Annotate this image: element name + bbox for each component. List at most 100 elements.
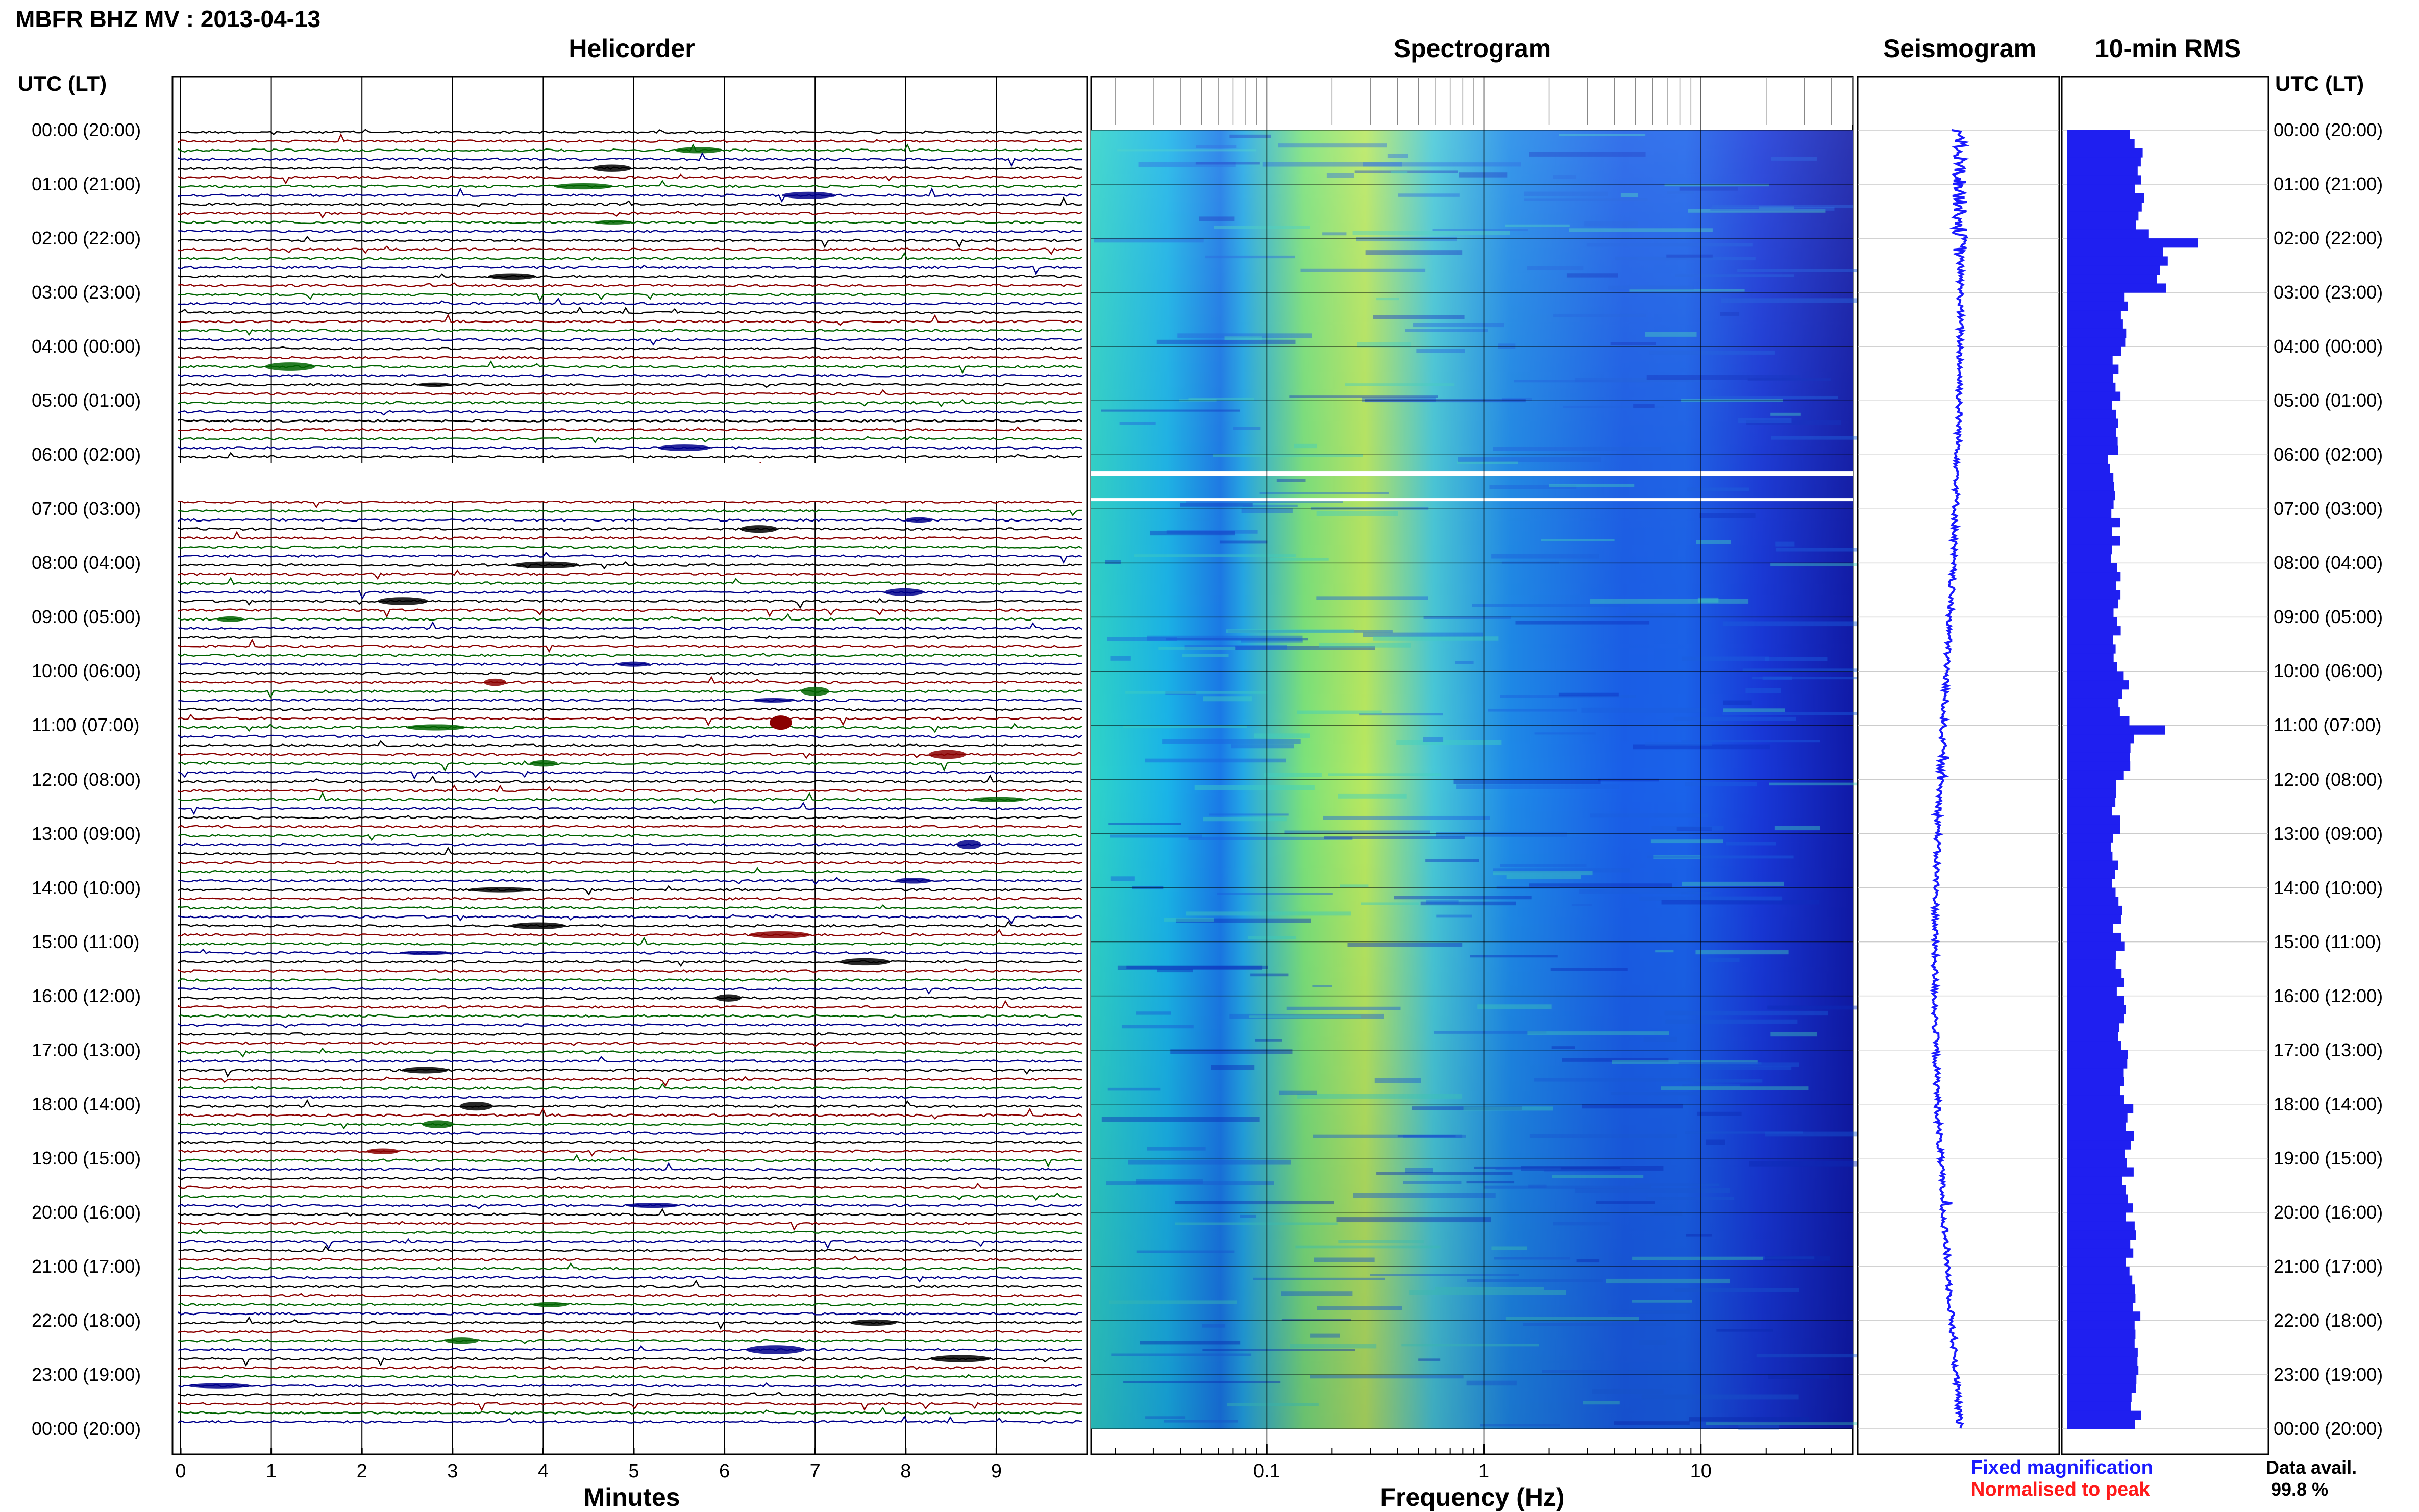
rms-bar	[2067, 969, 2122, 978]
time-label-right: 18:00 (14:00)	[2274, 1093, 2383, 1114]
helicorder-trace	[178, 921, 1082, 928]
helicorder-trace	[178, 196, 1082, 208]
helicorder-trace	[178, 936, 1082, 946]
helicorder-trace	[178, 173, 1082, 185]
rms-bar	[2067, 238, 2198, 248]
helicorder-trace	[178, 802, 1082, 815]
rms-bar	[2067, 1095, 2124, 1105]
helicorder-trace	[178, 713, 1082, 727]
helicorder-event	[675, 147, 723, 154]
helicorder-trace	[178, 1047, 1082, 1058]
spectrogram-tick-label: 10	[1690, 1460, 1712, 1482]
rms-bar	[2067, 1420, 2135, 1429]
rms-bar	[2067, 870, 2115, 879]
helicorder-trace	[178, 948, 1082, 955]
helicorder-trace	[178, 1229, 1082, 1234]
time-label-left: 04:00 (00:00)	[32, 336, 141, 357]
helicorder-trace	[178, 621, 1082, 630]
time-label-left: 15:00 (11:00)	[32, 931, 140, 952]
helicorder-trace	[178, 452, 1082, 459]
rms-bar	[2067, 1014, 2124, 1024]
rms-bar	[2067, 292, 2125, 302]
helicorder-trace	[178, 329, 1082, 336]
rms-bar	[2067, 626, 2121, 636]
rms-bar	[2067, 310, 2121, 320]
time-label-right: 23:00 (19:00)	[2274, 1364, 2383, 1385]
helicorder-trace	[178, 867, 1082, 874]
helicorder-trace	[178, 133, 1082, 144]
rms-bar	[2067, 815, 2120, 825]
helicorder-event	[740, 525, 778, 533]
helicorder-trace	[178, 383, 1082, 388]
helicorder-event	[782, 191, 836, 199]
helicorder-tick-label: 2	[356, 1460, 367, 1482]
time-label-left: 00:00 (20:00)	[32, 119, 141, 140]
helicorder-trace	[178, 1366, 1082, 1370]
helicorder-event	[366, 1148, 400, 1154]
rms-bar	[2067, 572, 2121, 582]
helicorder-trace	[178, 1023, 1082, 1029]
rms-bar	[2067, 509, 2112, 518]
rms-bar	[2067, 364, 2119, 374]
time-label-left: 21:00 (17:00)	[32, 1255, 141, 1277]
helicorder-event	[884, 588, 924, 596]
rms-bar	[2067, 148, 2143, 158]
rms-bar	[2067, 924, 2113, 933]
helicorder-trace	[178, 1262, 1082, 1271]
time-label-right: 08:00 (04:00)	[2274, 552, 2383, 574]
time-label-left: 09:00 (05:00)	[32, 606, 141, 628]
helicorder-trace	[178, 577, 1082, 585]
helicorder-event	[971, 797, 1025, 803]
time-label-left: 10:00 (06:00)	[32, 660, 141, 682]
helicorder-trace	[178, 273, 1082, 279]
helicorder-event	[484, 678, 507, 686]
time-label-right: 00:00 (20:00)	[2274, 1418, 2383, 1439]
rms-bar	[2067, 473, 2114, 482]
time-label-right: 01:00 (21:00)	[2274, 173, 2383, 195]
helicorder-trace	[178, 791, 1082, 804]
helicorder-trace	[178, 292, 1082, 302]
helicorder-trace	[178, 1221, 1082, 1231]
helicorder-trace	[178, 1068, 1082, 1078]
rms-bar	[2067, 1366, 2139, 1375]
rms-bar	[2067, 1122, 2126, 1132]
rms-bar	[2067, 1266, 2130, 1276]
helicorder-trace	[178, 410, 1082, 416]
helicorder-trace	[178, 346, 1082, 351]
helicorder-tick-label: 9	[991, 1460, 1002, 1482]
helicorder-event	[530, 760, 558, 767]
time-label-right: 20:00 (16:00)	[2274, 1201, 2383, 1223]
helicorder-trace	[178, 419, 1082, 423]
rms-bar	[2067, 265, 2160, 275]
helicorder-tick-label: 1	[266, 1460, 277, 1482]
rms-bar	[2067, 527, 2112, 536]
time-label-right: 15:00 (11:00)	[2274, 931, 2382, 952]
rms-bar	[2067, 842, 2111, 852]
rms-bar	[2067, 1185, 2126, 1195]
rms-bar	[2067, 1302, 2133, 1312]
helicorder-trace	[178, 360, 1082, 374]
helicorder-xlabel: Minutes	[583, 1483, 680, 1511]
helicorder-trace	[178, 211, 1082, 219]
helicorder-trace	[178, 264, 1082, 275]
time-label-left: 07:00 (03:00)	[32, 498, 141, 519]
helicorder-event	[265, 362, 315, 371]
time-label-left: 02:00 (22:00)	[32, 228, 141, 249]
rms-bar	[2067, 301, 2128, 311]
rms-bar	[2067, 851, 2113, 861]
helicorder-event	[658, 444, 711, 451]
time-axis-header-right: UTC (LT)	[2275, 71, 2364, 95]
rms-bar	[2067, 274, 2157, 284]
helicorder-panel	[171, 76, 1088, 1455]
helicorder-event	[592, 164, 632, 172]
rms-bar	[2067, 617, 2117, 627]
helicorder-tick-label: 3	[447, 1460, 458, 1482]
helicorder-title: Helicorder	[569, 34, 695, 63]
time-label-left: 17:00 (13:00)	[32, 1039, 141, 1060]
helicorder-event	[626, 1203, 679, 1208]
rms-bar	[2067, 1194, 2128, 1204]
rms-bar	[2067, 707, 2120, 717]
time-label-right: 13:00 (09:00)	[2274, 823, 2383, 844]
rms-bar	[2067, 1311, 2141, 1321]
legend-fixed: Fixed magnification	[1971, 1457, 2153, 1478]
